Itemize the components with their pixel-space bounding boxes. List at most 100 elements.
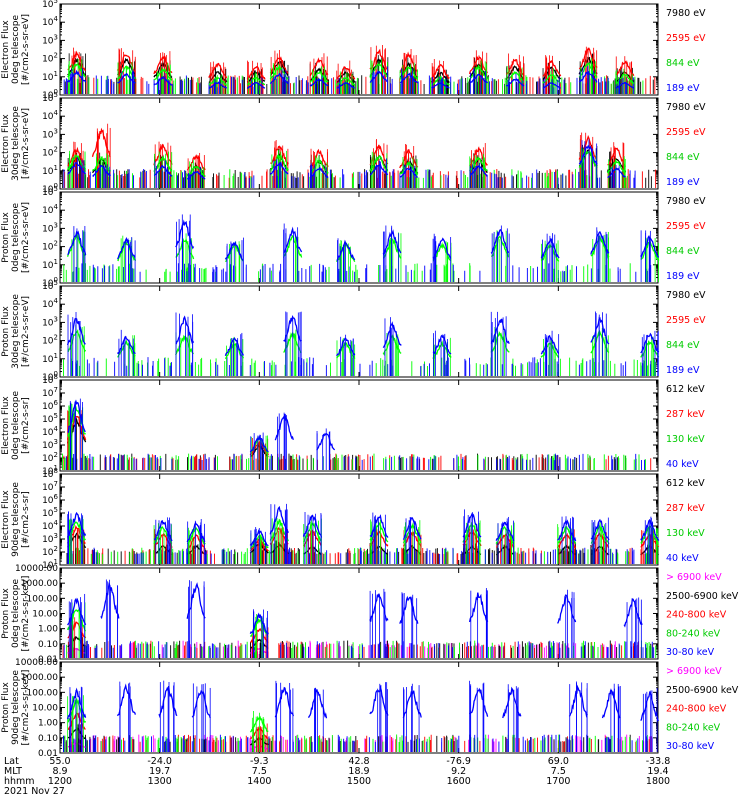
series-peak xyxy=(495,521,515,542)
y-axis-label-line: 0deg telescope xyxy=(11,203,21,273)
series-189-ev xyxy=(67,214,660,282)
legend: 7980 eV 2595 eV 844 eV 189 eV xyxy=(666,290,706,376)
y-tick-label: 101 xyxy=(42,352,58,365)
series-189-ev xyxy=(67,66,634,94)
series-peak xyxy=(153,75,173,86)
series-189-ev xyxy=(66,311,660,376)
y-tick-label: 104 xyxy=(42,109,58,122)
series-peak xyxy=(175,334,194,356)
series-peak xyxy=(578,70,598,83)
series-peak xyxy=(270,145,289,167)
series-peak xyxy=(369,154,389,172)
legend-entry: 844 eV xyxy=(666,58,700,69)
series-612-kev xyxy=(66,416,269,470)
series-peak xyxy=(557,544,576,555)
x-row-label: MLT xyxy=(4,766,22,777)
series-peak xyxy=(186,154,206,171)
series-30-80-kev xyxy=(67,579,643,658)
y-axis-label-line: MEPED xyxy=(0,410,1,442)
y-tick-label: 104 xyxy=(42,203,58,216)
legend-entry: 7980 eV xyxy=(666,102,706,113)
series-peak xyxy=(601,689,621,719)
x-tick-mlt: 7.5 xyxy=(252,766,267,777)
series-peak xyxy=(175,315,195,345)
series-peak xyxy=(153,164,173,177)
legend-entry: 30-80 keV xyxy=(666,741,715,752)
x-tick-hhmm: 1600 xyxy=(447,776,471,787)
y-tick-label: 102 xyxy=(42,146,58,159)
y-tick-label: 108 xyxy=(42,467,58,480)
series-peak xyxy=(283,226,303,254)
series-peak xyxy=(469,73,488,84)
y-tick-label: 107 xyxy=(42,480,58,493)
legend-entry: 240-800 keV xyxy=(666,704,727,715)
legend: 7980 eV 2595 eV 844 eV 189 eV xyxy=(666,196,706,282)
y-axis-label-line: Electron Flux xyxy=(1,396,11,455)
series-peak xyxy=(67,154,87,171)
series-130-kev xyxy=(67,402,269,470)
legend-entry: 612 keV xyxy=(666,384,705,395)
legend-entry: 2595 eV xyxy=(666,127,706,138)
legend-entry: 287 keV xyxy=(666,409,705,420)
series-peak xyxy=(310,166,329,179)
series-peak xyxy=(607,167,627,179)
x-tick-hhmm: 1500 xyxy=(347,776,371,787)
y-tick-label: 0.10 xyxy=(38,640,58,650)
y-axis-label-line: 0deg telescope xyxy=(11,15,21,85)
legend-entry: 80-240 keV xyxy=(666,628,721,639)
y-tick-label: 105 xyxy=(42,506,58,519)
y-tick-label: 102 xyxy=(42,545,58,558)
legend-entry: 130 keV xyxy=(666,528,705,539)
series-peak xyxy=(369,685,389,716)
series-peak xyxy=(186,527,206,546)
y-tick-label: 1.00 xyxy=(38,625,58,635)
y-tick-label: 100 xyxy=(42,182,58,195)
series-peak xyxy=(399,167,418,178)
x-tick-mlt: 18.9 xyxy=(348,766,369,777)
y-axis-label-line: MEPED xyxy=(0,598,1,630)
plot-frame xyxy=(59,661,659,754)
y-axis-label-line: Proton Flux xyxy=(1,588,11,639)
series-noise xyxy=(62,640,654,658)
legend-entry: 2595 eV xyxy=(666,315,706,326)
series-peak xyxy=(67,161,87,175)
series-peak xyxy=(208,62,228,79)
legend: > 6900 keV 2500-6900 keV 240-800 keV 80-240… xyxy=(666,666,739,752)
legend-entry: 844 eV xyxy=(666,246,700,257)
legend: > 6900 keV 2500-6900 keV 240-800 keV 80-240… xyxy=(666,572,739,658)
legend-entry: > 6900 keV xyxy=(666,666,722,677)
y-tick-label: 100.00 xyxy=(27,594,59,604)
legend-entry: 30-80 keV xyxy=(666,647,715,658)
series-noise xyxy=(65,453,645,470)
y-tick-label: 103 xyxy=(42,127,58,140)
y-tick-label: 105 xyxy=(42,279,58,292)
legend-entry: 40 keV xyxy=(666,553,699,564)
series-peak xyxy=(568,684,588,718)
series-peak xyxy=(382,321,402,349)
y-tick-label: 102 xyxy=(42,52,58,65)
series-peak xyxy=(309,148,329,168)
y-tick-label: 101 xyxy=(42,464,58,477)
series-peak xyxy=(607,147,627,167)
series-189-ev xyxy=(67,139,627,188)
series-peak xyxy=(175,237,195,260)
y-tick-label: 10.00 xyxy=(32,704,58,714)
legend: 612 keV 287 keV 130 keV 40 keV xyxy=(666,384,705,470)
x-axis: LatMLThhmm55.08.91200-24.019.71300-9.37.… xyxy=(4,756,670,797)
panel-meped-electron-90deg: 101102103104105106107108MEPEDElectron Fl… xyxy=(0,467,705,571)
plot-frame xyxy=(59,3,659,96)
series-peak xyxy=(186,534,206,550)
y-tick-label: 104 xyxy=(42,15,58,28)
y-tick-label: 1000.00 xyxy=(21,579,58,589)
legend-entry: 80-240 keV xyxy=(666,722,721,733)
series-peak xyxy=(302,514,323,538)
series-noise xyxy=(63,169,636,188)
legend-entry: 287 keV xyxy=(666,503,705,514)
x-tick-mlt: 7.5 xyxy=(551,766,566,777)
series-peak xyxy=(557,594,577,624)
